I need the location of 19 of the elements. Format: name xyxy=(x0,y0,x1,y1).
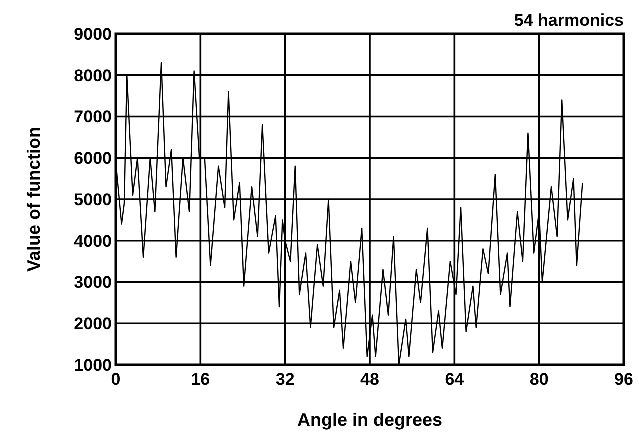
x-tick-label: 16 xyxy=(191,370,210,389)
x-tick-label: 0 xyxy=(111,370,121,389)
y-axis-title: Value of function xyxy=(24,126,44,272)
y-tick-label: 8000 xyxy=(74,66,112,86)
y-tick-label: 1000 xyxy=(74,356,112,375)
x-tick-label: 64 xyxy=(445,370,465,389)
y-tick-label: 3000 xyxy=(74,273,112,292)
x-tick-label: 80 xyxy=(530,370,549,389)
y-tick-label: 6000 xyxy=(74,149,112,168)
x-axis-title: Angle in degrees xyxy=(297,410,443,430)
y-tick-label: 7000 xyxy=(74,108,112,127)
y-tick-label: 5000 xyxy=(74,190,112,210)
y-tick-label: 4000 xyxy=(74,232,112,251)
x-tick-label: 48 xyxy=(360,370,380,389)
x-tick-label: 96 xyxy=(614,370,634,389)
x-tick-label: 32 xyxy=(276,370,295,389)
chart-title: 54 harmonics xyxy=(514,11,624,30)
y-tick-label: 9000 xyxy=(74,24,112,44)
y-tick-label: 2000 xyxy=(74,314,112,334)
